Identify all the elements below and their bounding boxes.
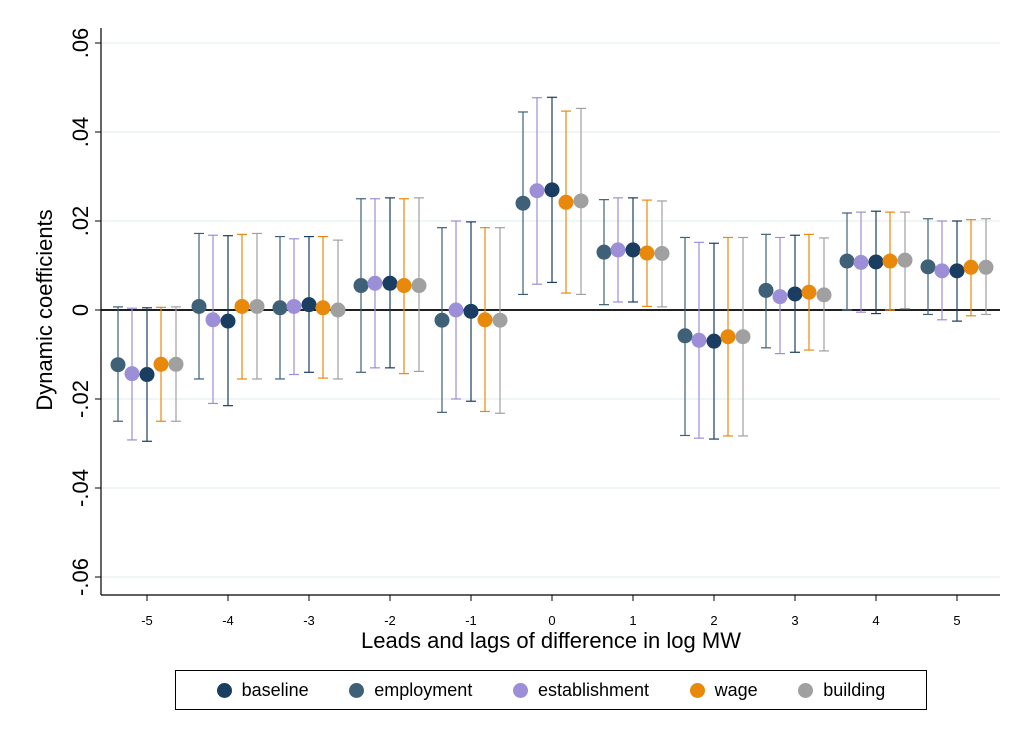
legend-item-building: building (798, 680, 885, 701)
point-baseline (544, 182, 560, 198)
point-employment (434, 312, 450, 328)
coefficient-points (110, 182, 994, 383)
point-wage (153, 356, 169, 372)
point-baseline (949, 263, 965, 279)
point-baseline (220, 313, 236, 329)
point-building (330, 302, 346, 318)
legend-item-establishment: establishment (512, 679, 649, 701)
point-employment (110, 357, 126, 373)
legend-label: building (823, 679, 886, 700)
legend-marker (512, 682, 528, 698)
y-tick-label: -.06 (68, 558, 93, 596)
y-tick-label: .04 (68, 117, 93, 148)
point-building (735, 329, 751, 345)
point-baseline (301, 297, 317, 313)
y-tick-label: 0 (68, 304, 93, 316)
point-establishment (610, 242, 626, 258)
y-tick-label: -.02 (68, 380, 93, 418)
point-establishment (205, 312, 221, 328)
point-baseline (463, 303, 479, 319)
point-wage (396, 278, 412, 294)
point-establishment (124, 366, 140, 382)
point-establishment (448, 302, 464, 318)
point-baseline (787, 286, 803, 302)
x-tick-label: 3 (791, 613, 798, 628)
point-employment (353, 278, 369, 294)
point-employment (920, 259, 936, 275)
x-tick-label: 5 (953, 613, 960, 628)
x-tick-label: -3 (303, 613, 315, 628)
x-tick-label: -4 (222, 613, 234, 628)
point-establishment (772, 289, 788, 305)
point-baseline (706, 333, 722, 349)
point-wage (963, 259, 979, 275)
legend-item-employment: employment (349, 680, 472, 701)
point-wage (801, 284, 817, 300)
x-axis-title: Leads and lags of difference in log MW (361, 628, 741, 653)
point-establishment (691, 332, 707, 348)
legend-marker (798, 682, 814, 698)
x-tick-label: -5 (141, 613, 153, 628)
point-building (654, 245, 670, 261)
axes: .06 .04 .02 0 -.02 -.04 -.06 -5 -4 -3 -2 -1 0 1 2 3 4 5 (68, 28, 1000, 628)
point-building (573, 193, 589, 209)
point-employment (677, 328, 693, 344)
point-establishment (367, 275, 383, 291)
y-tick-label: .02 (68, 206, 93, 237)
legend-label: baseline (241, 679, 309, 700)
point-establishment (529, 183, 545, 199)
point-employment (596, 244, 612, 260)
point-employment (191, 298, 207, 314)
point-employment (758, 282, 774, 298)
x-tick-label: 2 (710, 613, 717, 628)
legend-label: wage (714, 679, 758, 700)
legend-label: establishment (537, 679, 649, 700)
point-wage (639, 245, 655, 261)
y-tick-label: -.04 (68, 469, 93, 507)
x-tick-label: 1 (629, 613, 636, 628)
point-wage (477, 312, 493, 328)
y-tick-label: .06 (68, 28, 93, 59)
point-establishment (286, 298, 302, 314)
point-building (897, 252, 913, 268)
point-employment (839, 253, 855, 269)
x-tick-label: 0 (548, 613, 555, 628)
point-wage (234, 298, 250, 314)
point-employment (515, 195, 531, 211)
point-baseline (382, 275, 398, 291)
x-tick-label: -2 (384, 613, 396, 628)
x-tick-label: 4 (872, 613, 879, 628)
point-building (492, 312, 508, 328)
point-establishment (853, 254, 869, 270)
point-wage (882, 253, 898, 269)
point-building (168, 356, 184, 372)
point-wage (558, 194, 574, 210)
point-baseline (625, 242, 641, 258)
point-employment (272, 300, 288, 316)
point-wage (720, 329, 736, 345)
x-tick-label: -1 (465, 613, 477, 628)
legend-item-baseline: baseline (216, 679, 309, 701)
legend-marker (216, 682, 232, 698)
legend-marker (349, 682, 365, 698)
point-building (816, 287, 832, 303)
point-building (249, 298, 265, 314)
point-establishment (934, 263, 950, 279)
legend-label: employment (374, 679, 473, 700)
legend-item-wage: wage (689, 679, 758, 701)
point-building (978, 259, 994, 275)
point-baseline (868, 254, 884, 270)
point-building (411, 278, 427, 294)
legend: baseline employment establishment wage build… (175, 670, 927, 710)
grid-lines (101, 42, 1000, 578)
point-baseline (139, 367, 155, 383)
legend-marker (689, 682, 705, 698)
point-wage (315, 300, 331, 316)
y-axis-title: Dynamic coefficients (32, 209, 57, 410)
